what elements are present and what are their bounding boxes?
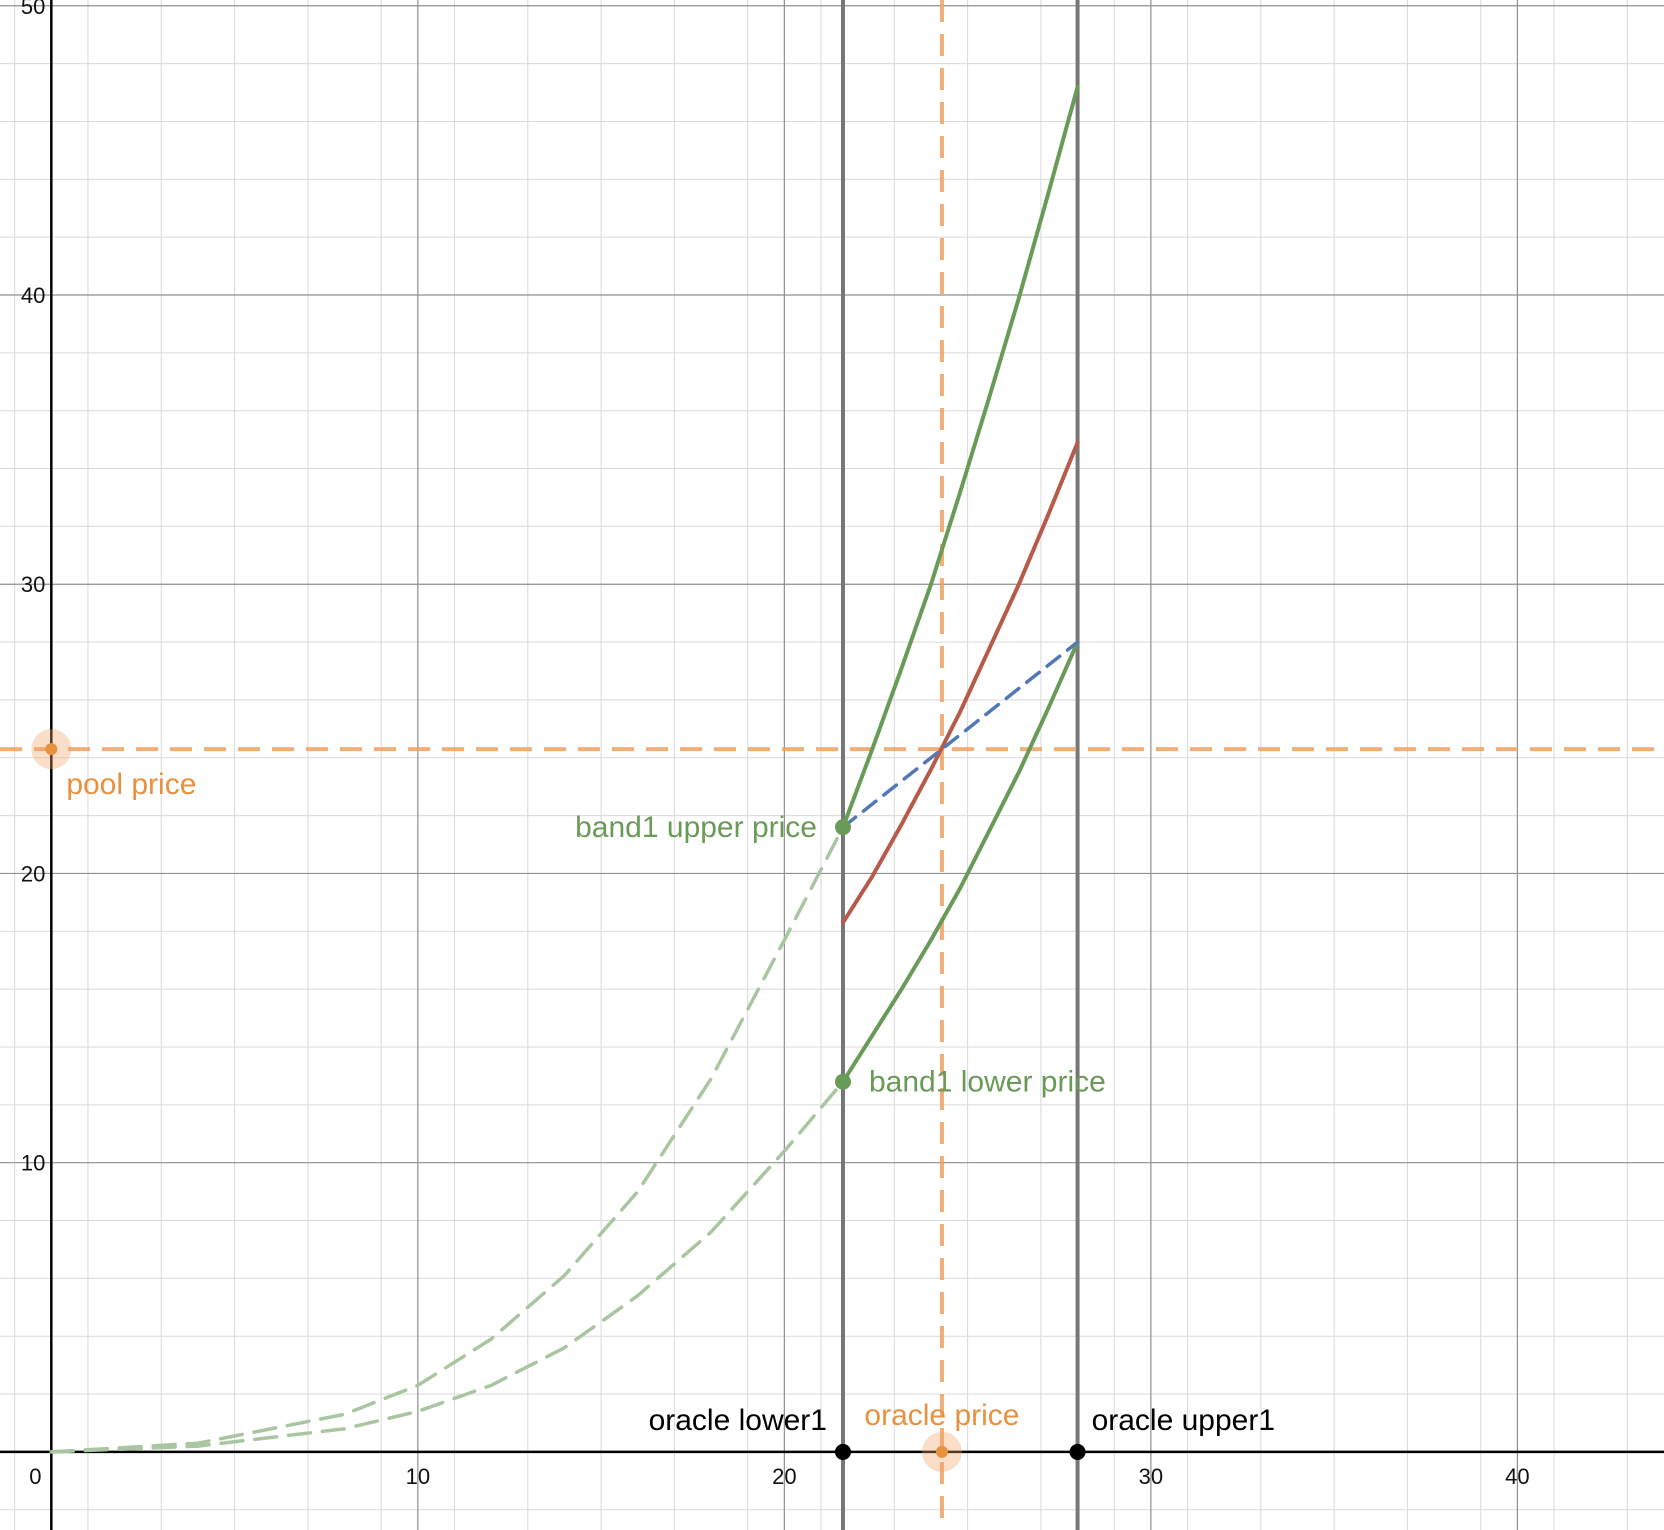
x-tick-label: 20	[772, 1464, 796, 1489]
x-tick-label: 30	[1139, 1464, 1163, 1489]
blue-line-series	[841, 640, 1080, 829]
oracle-price-label: oracle price	[864, 1399, 1019, 1432]
marked-points	[31, 729, 1086, 1472]
oracle-lower1-label: oracle lower1	[649, 1404, 827, 1437]
x-tick-label: 10	[406, 1464, 430, 1489]
lower-curve-series	[841, 640, 1080, 1084]
band1-lower-price-label: band1 lower price	[869, 1066, 1106, 1099]
band1-upper-price-point	[834, 819, 851, 836]
y-tick-label: 50	[21, 0, 45, 19]
band1-lower-price-point	[834, 1073, 851, 1090]
annotation-labels: pool price band1 upper price band1 lower…	[66, 768, 1275, 1437]
y-tick-label: 10	[21, 1151, 45, 1176]
series-lines	[49, 84, 1080, 1454]
band1-upper-price-label: band1 upper price	[575, 811, 817, 844]
x-tick-label: 40	[1505, 1464, 1529, 1489]
y-tick-label: 30	[21, 572, 45, 597]
upper-dashed-series	[49, 825, 845, 1454]
lower-dashed-series	[49, 1079, 845, 1454]
y-tick-label: 40	[21, 283, 45, 308]
oracle-upper1-label: oracle upper1	[1092, 1404, 1275, 1437]
red-curve-series	[841, 440, 1080, 925]
tick-labels: 0 10 20 30 40 10 20 30 40 50	[21, 0, 1530, 1489]
pool-price-label: pool price	[66, 768, 196, 801]
x-tick-label: 0	[29, 1464, 41, 1489]
oracle-upper1-point	[1069, 1443, 1086, 1460]
upper-curve-series	[841, 84, 1080, 830]
pool-price-point	[45, 743, 58, 756]
oracle-price-point	[935, 1445, 948, 1458]
oracle-lower1-point	[834, 1443, 851, 1460]
y-tick-label: 20	[21, 861, 45, 886]
